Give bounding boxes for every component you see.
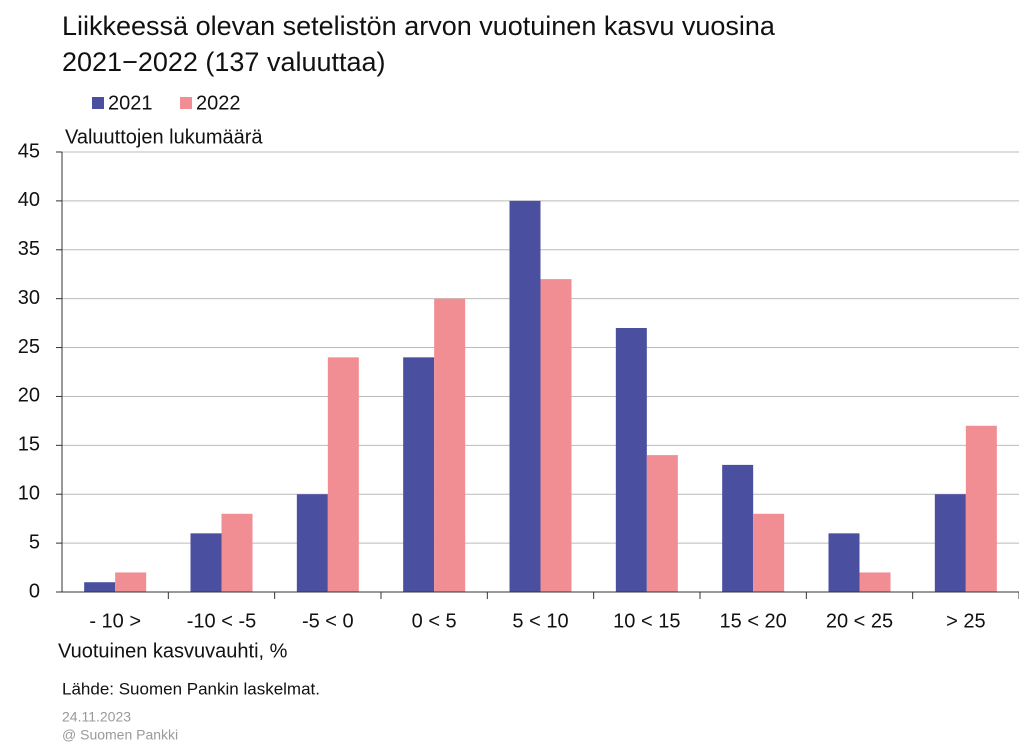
y-tick-label: 40 (18, 189, 40, 211)
y-tick-label: 25 (18, 336, 40, 358)
x-tick-label: -10 < -5 (187, 610, 256, 632)
y-tick-label: 10 (18, 483, 40, 505)
legend-label: 2022 (196, 92, 241, 114)
bar (434, 298, 466, 592)
bar (722, 464, 754, 592)
x-tick-label: 20 < 25 (826, 610, 893, 632)
bar (828, 533, 860, 592)
date: 24.11.2023 (62, 709, 131, 725)
chart-title: 2021−2022 (137 valuuttaa) (62, 47, 386, 77)
y-tick-label: 30 (18, 287, 40, 309)
y-axis-label: Valuuttojen lukumäärä (65, 126, 263, 148)
bar (540, 279, 572, 592)
bar (615, 328, 647, 592)
x-tick-label: 5 < 10 (512, 610, 568, 632)
legend-swatch (92, 97, 104, 109)
bar (190, 533, 222, 592)
bar (509, 200, 541, 592)
bar (84, 582, 116, 592)
x-axis-label: Vuotuinen kasvuvauhti, % (58, 640, 288, 662)
x-tick-label: -5 < 0 (302, 610, 354, 632)
bar (859, 572, 891, 592)
bar (327, 357, 359, 592)
chart-title: Liikkeessä olevan setelistön arvon vuotu… (62, 11, 776, 41)
bar (934, 494, 966, 592)
legend-label: 2021 (108, 92, 153, 114)
bar (115, 572, 147, 592)
x-tick-label: 15 < 20 (720, 610, 787, 632)
y-tick-label: 45 (18, 140, 40, 162)
y-tick-label: 0 (29, 580, 40, 602)
bar (403, 357, 435, 592)
source: Lähde: Suomen Pankin laskelmat. (62, 679, 320, 698)
bar (296, 494, 328, 592)
bar (965, 425, 997, 592)
bar (753, 513, 785, 592)
x-tick-label: 0 < 5 (412, 610, 457, 632)
x-tick-label: - 10 > (89, 610, 141, 632)
y-tick-label: 15 (18, 434, 40, 456)
y-tick-label: 20 (18, 385, 40, 407)
x-tick-label: > 25 (946, 610, 985, 632)
bar (646, 455, 678, 592)
y-tick-label: 5 (29, 531, 40, 553)
x-tick-label: 10 < 15 (613, 610, 680, 632)
y-tick-label: 35 (18, 238, 40, 260)
copyright: @ Suomen Pankki (62, 727, 178, 743)
legend-swatch (180, 97, 192, 109)
bar (221, 513, 253, 592)
